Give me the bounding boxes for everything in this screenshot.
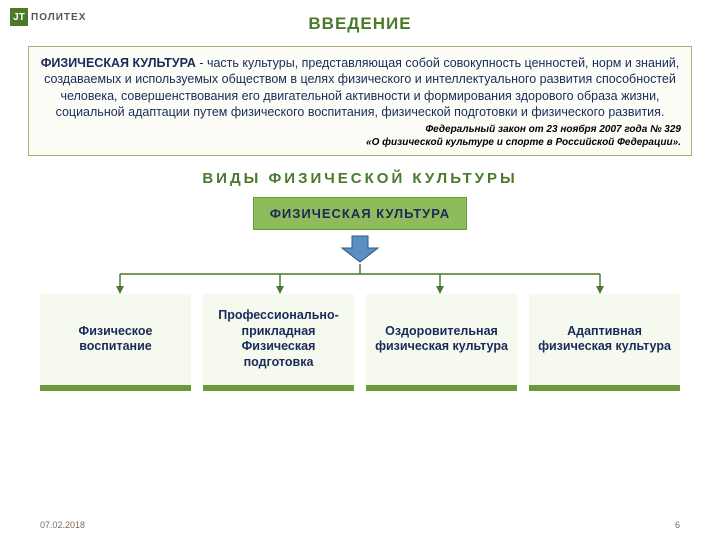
- child-box-4: Адаптивная физическая культура: [529, 294, 680, 391]
- logo-text: ПОЛИТЕХ: [31, 12, 86, 23]
- logo: ЈТ ПОЛИТЕХ: [10, 8, 86, 26]
- definition-citation: Федеральный закон от 23 ноября 2007 года…: [39, 124, 681, 149]
- diagram-children: Физическое воспитание Профессионально-пр…: [0, 294, 720, 391]
- logo-mark: ЈТ: [10, 8, 28, 26]
- page-title: ВВЕДЕНИЕ: [0, 0, 720, 34]
- citation-line1: Федеральный закон от 23 ноября 2007 года…: [425, 124, 681, 135]
- child-box-3: Оздоровительная физическая культура: [366, 294, 517, 391]
- definition-box: ФИЗИЧЕСКАЯ КУЛЬТУРА - часть культуры, пр…: [28, 46, 692, 156]
- connector-lines: [40, 264, 680, 296]
- arrow-down-icon: [338, 234, 382, 264]
- footer: 07.02.2018 6: [0, 520, 720, 530]
- definition-text: ФИЗИЧЕСКАЯ КУЛЬТУРА - часть культуры, пр…: [39, 55, 681, 120]
- down-arrow: [0, 234, 720, 264]
- subheading: ВИДЫ ФИЗИЧЕСКОЙ КУЛЬТУРЫ: [0, 170, 720, 187]
- footer-date: 07.02.2018: [40, 520, 85, 530]
- definition-term: ФИЗИЧЕСКАЯ КУЛЬТУРА: [41, 56, 196, 70]
- citation-line2: «О физической культуре и спорте в Россий…: [366, 137, 681, 148]
- diagram-root: ФИЗИЧЕСКАЯ КУЛЬТУРА: [253, 197, 467, 230]
- footer-page: 6: [675, 520, 680, 530]
- child-box-2: Профессионально-прикладная Физическая по…: [203, 294, 354, 391]
- child-box-1: Физическое воспитание: [40, 294, 191, 391]
